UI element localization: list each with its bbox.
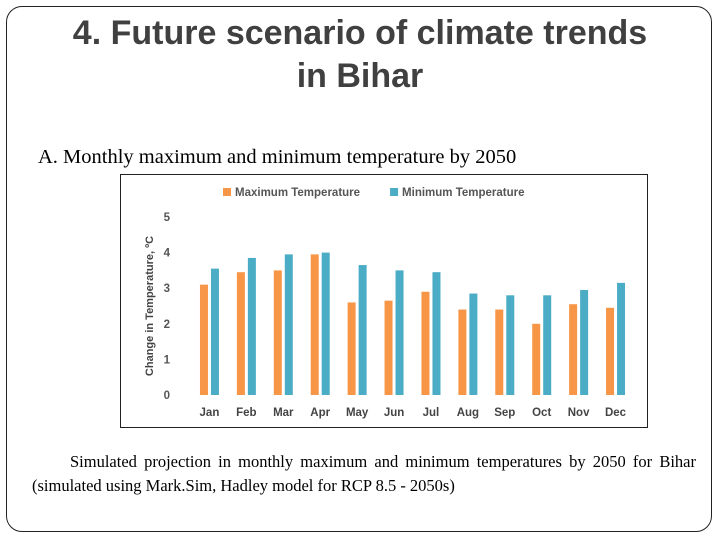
x-tick-label: Dec — [605, 407, 627, 419]
y-tick-label: 5 — [164, 212, 171, 224]
bar-min-jul — [432, 272, 441, 395]
bar-min-dec — [617, 282, 626, 395]
x-tick-label: Jan — [200, 407, 220, 419]
bar-max-feb — [236, 272, 245, 395]
y-tick-label: 3 — [164, 283, 170, 295]
bar-max-may — [347, 302, 356, 395]
slide-title: 4. Future scenario of climate trends in … — [72, 14, 648, 95]
bar-max-nov — [569, 304, 578, 395]
caption-text: Simulated projection in monthly maximum … — [32, 452, 696, 495]
legend-label-1: Minimum Temperature — [402, 187, 524, 199]
x-tick-label: Feb — [236, 407, 256, 419]
bar-min-nov — [580, 289, 589, 395]
y-axis-label: Change in Temperature, ºC — [144, 236, 156, 376]
bar-min-oct — [543, 295, 552, 395]
bar-min-aug — [469, 293, 478, 395]
x-tick-label: Mar — [273, 407, 294, 419]
bar-min-may — [358, 265, 367, 395]
x-tick-label: Jun — [384, 407, 404, 419]
bar-max-aug — [458, 309, 467, 395]
x-tick-label: Apr — [310, 407, 330, 419]
bar-min-sep — [506, 295, 515, 395]
bar-min-jun — [395, 270, 404, 395]
bar-min-mar — [284, 254, 293, 395]
bar-max-mar — [273, 270, 282, 395]
legend-swatch-1 — [390, 188, 399, 196]
bar-chart: Maximum Temperature Minimum Temperature 0 1… — [144, 187, 627, 419]
bar-max-sep — [495, 309, 504, 395]
x-tick-label: Jul — [423, 407, 440, 419]
bar-min-apr — [321, 252, 330, 395]
bar-min-jan — [210, 268, 219, 395]
bar-max-jan — [199, 284, 208, 395]
legend-label-0: Maximum Temperature — [235, 187, 360, 199]
bar-max-dec — [606, 307, 615, 395]
y-tick-label: 1 — [164, 354, 171, 366]
y-tick-label: 2 — [164, 319, 170, 331]
bar-max-apr — [310, 254, 319, 395]
bar-max-oct — [532, 323, 541, 395]
x-tick-label: Oct — [532, 407, 551, 419]
y-tick-label: 0 — [164, 390, 170, 402]
x-tick-label: Aug — [457, 407, 479, 419]
x-tick-label: Nov — [568, 407, 590, 419]
y-tick-label: 4 — [164, 248, 171, 260]
bar-max-jul — [421, 291, 430, 395]
chart-container: Maximum Temperature Minimum Temperature 0 1… — [120, 174, 648, 428]
x-tick-label: May — [346, 407, 369, 419]
x-tick-label: Sep — [494, 407, 515, 419]
legend-swatch-0 — [223, 188, 231, 196]
section-subtitle: A. Monthly maximum and minimum temperatu… — [38, 146, 517, 168]
chart-caption: Simulated projection in monthly maximum … — [32, 450, 696, 498]
bar-max-jun — [384, 300, 393, 395]
bar-min-feb — [247, 257, 256, 395]
